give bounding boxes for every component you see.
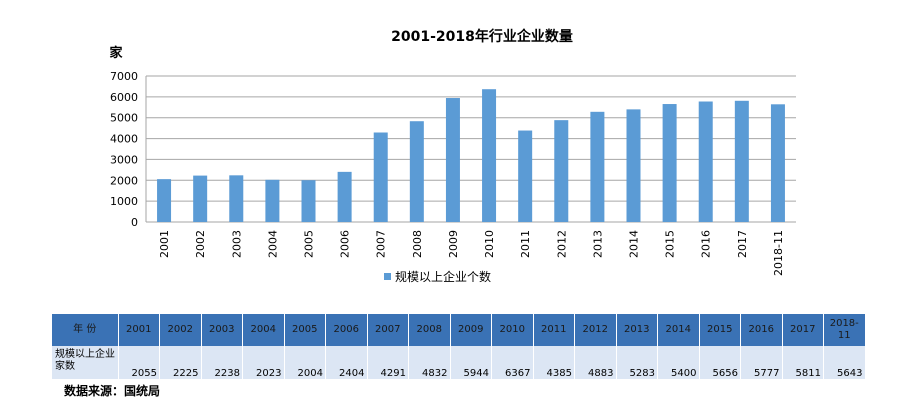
- x-tick-label: 2011: [519, 230, 532, 258]
- table-cell-value: 6367: [491, 346, 534, 379]
- bar: [554, 120, 569, 222]
- bar: [373, 132, 388, 222]
- legend-swatch: [384, 273, 391, 280]
- table-header-year: 2016: [740, 314, 783, 346]
- table-header-year: 2012: [574, 314, 617, 346]
- table-header-year: 2003: [201, 314, 243, 346]
- y-axis-ticks: 0 1000 2000 3000 4000 5000 6000 7000: [110, 70, 138, 229]
- y-tick-label: 7000: [110, 70, 138, 83]
- table-cell-value: 2225: [159, 346, 202, 379]
- bar: [482, 89, 497, 222]
- table-header-year: 2011: [533, 314, 575, 346]
- y-tick-label: 1000: [110, 195, 138, 208]
- bar: [518, 130, 533, 222]
- table-header-row: 年 份 2001 2002 2003 2004 2005 2006 2007 2008 2009…: [52, 314, 865, 346]
- table-header-year: 2017: [782, 314, 824, 346]
- y-tick-label: 4000: [110, 133, 138, 146]
- table-header-year: 2008: [408, 314, 451, 346]
- table-header-year: 2001: [118, 314, 160, 346]
- bar: [590, 111, 605, 222]
- bar: [409, 121, 424, 222]
- table-header-year: 2014: [657, 314, 700, 346]
- x-tick-label: 2010: [483, 230, 496, 258]
- bar: [445, 98, 460, 222]
- table-cell-value: 2023: [242, 346, 285, 379]
- y-tick-label: 3000: [110, 153, 138, 166]
- x-axis-ticks: 2001 2002 2003 2004 2005 2006 2007 2008 2009 2010…: [158, 230, 785, 276]
- table-cell-value: 5656: [699, 346, 741, 379]
- x-tick-label: 2016: [700, 230, 713, 258]
- table-cell-value: 5283: [616, 346, 658, 379]
- y-axis-unit: 家: [109, 45, 123, 61]
- table-cell-value: 4883: [574, 346, 617, 379]
- bar: [626, 109, 641, 222]
- table-header-year: 2005: [284, 314, 326, 346]
- y-tick-label: 5000: [110, 112, 138, 125]
- table-cell-value: 4832: [408, 346, 451, 379]
- table-header-label: 年 份: [52, 314, 119, 346]
- bar: [698, 101, 713, 222]
- table-header-year: 2015: [699, 314, 741, 346]
- table-header-year: 2013: [616, 314, 658, 346]
- y-tick-label: 2000: [110, 174, 138, 187]
- x-tick-label: 2017: [736, 230, 749, 258]
- bar: [193, 175, 208, 222]
- x-tick-label: 2013: [591, 230, 604, 258]
- y-tick-label: 0: [131, 216, 138, 229]
- bar: [265, 179, 280, 222]
- table-cell-value: 2004: [284, 346, 326, 379]
- x-tick-label: 2009: [447, 230, 460, 258]
- bar: [301, 180, 316, 222]
- chart-title: 2001-2018年行业企业数量: [391, 28, 573, 45]
- x-tick-label: 2007: [375, 230, 388, 258]
- table-cell-value: 5400: [657, 346, 700, 379]
- x-tick-label: 2003: [230, 230, 243, 258]
- x-tick-label: 2018-11: [772, 230, 785, 276]
- table-header-year: 2007: [367, 314, 409, 346]
- bar-chart: 2001-2018年行业企业数量 家 0 1000 2000 3000 4000 5000…: [109, 28, 796, 284]
- x-tick-label: 2001: [158, 230, 171, 258]
- bar: [337, 171, 352, 222]
- x-tick-label: 2008: [411, 230, 424, 258]
- table-cell-value: 2238: [201, 346, 243, 379]
- x-tick-label: 2012: [555, 230, 568, 258]
- table-header-year: 2002: [159, 314, 202, 346]
- table-cell-value: 5643: [823, 346, 865, 379]
- gridlines: [145, 75, 796, 223]
- x-tick-label: 2014: [628, 230, 641, 258]
- table-cell-value: 4291: [367, 346, 409, 379]
- source-note: 数据来源：国统局: [64, 384, 161, 398]
- table-header-year: 2018- 11: [823, 314, 865, 346]
- table-cell-value: 2055: [118, 346, 160, 379]
- bar: [734, 100, 749, 222]
- table-header-year: 2006: [325, 314, 368, 346]
- table-header-year: 2004: [242, 314, 285, 346]
- bar: [770, 104, 785, 222]
- table-cell-value: 5944: [450, 346, 492, 379]
- table-cell-value: 5777: [740, 346, 783, 379]
- table-header-year: 2010: [491, 314, 534, 346]
- legend-label: 规模以上企业个数: [395, 269, 491, 284]
- table-cell-value: 5811: [782, 346, 824, 379]
- table-row-label: 规模以上企业家数: [52, 346, 119, 379]
- x-tick-label: 2004: [266, 230, 279, 258]
- data-table: 年 份 2001 2002 2003 2004 2005 2006 2007 2008 2009…: [52, 314, 865, 379]
- table-cell-value: 4385: [533, 346, 575, 379]
- x-tick-label: 2015: [664, 230, 677, 258]
- bar: [662, 104, 677, 222]
- y-tick-label: 6000: [110, 91, 138, 104]
- table-header-year: 2009: [450, 314, 492, 346]
- bars: [157, 89, 785, 222]
- table-cell-value: 2404: [325, 346, 368, 379]
- x-tick-label: 2006: [339, 230, 352, 258]
- table-value-row: 规模以上企业家数 2055 2225 2238 2023 2004 2404 4291 483…: [52, 346, 865, 379]
- bar: [229, 175, 244, 222]
- legend: 规模以上企业个数: [384, 269, 491, 284]
- bar: [157, 179, 172, 222]
- x-tick-label: 2005: [303, 230, 316, 258]
- x-tick-label: 2002: [194, 230, 207, 258]
